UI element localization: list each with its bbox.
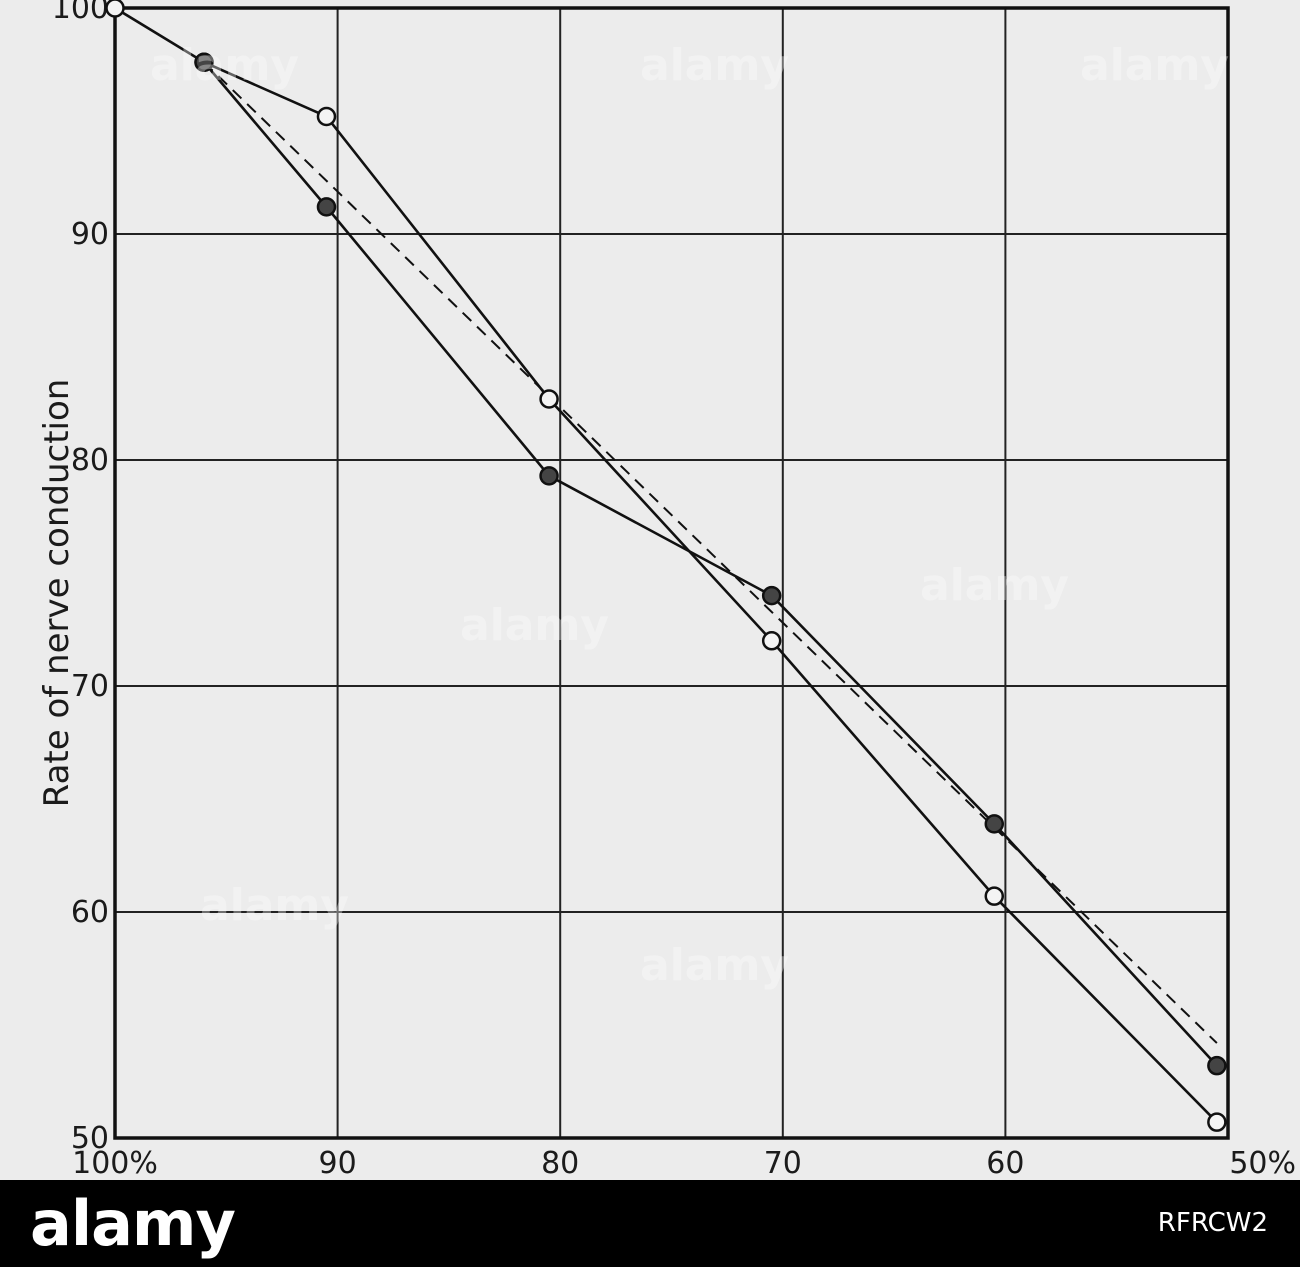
series-0-line — [114, 6, 1218, 1124]
series-1-point-2 — [539, 466, 559, 486]
series-0-point-3 — [539, 389, 559, 409]
y-tick-label-0: 100 — [52, 0, 109, 26]
y-tick-label-2: 80 — [71, 443, 109, 478]
series-0-point-5 — [984, 886, 1005, 906]
x-tick-label-0: 100% — [72, 1146, 158, 1180]
series-1-point-3 — [761, 585, 782, 606]
y-axis-title: Rate of nerve conduction — [37, 379, 77, 808]
series-1-point-4 — [984, 814, 1005, 834]
x-tick-label-5: 50% — [1229, 1146, 1296, 1180]
series-0-point-6 — [1207, 1112, 1227, 1132]
plot-frame — [113, 6, 1230, 1140]
x-tick-label-1: 90 — [319, 1146, 357, 1180]
x-tick-label-3: 70 — [764, 1146, 802, 1180]
watermark-logo: alamy — [30, 1187, 236, 1260]
y-tick-label-4: 60 — [71, 895, 109, 930]
y-tick-label-5: 50 — [71, 1121, 109, 1156]
x-tick-label-4: 60 — [986, 1146, 1024, 1180]
chart-area: 100 90 80 70 60 50 100% 90 80 70 60 50% Rate of nerv… — [37, 0, 1296, 1180]
series-0-point-2 — [316, 106, 337, 127]
series-1-point-1 — [316, 197, 337, 217]
series-1-point-0 — [194, 52, 214, 72]
series-1-point-5 — [1207, 1055, 1227, 1076]
series-0-point-4 — [761, 631, 782, 651]
watermark-image-id: RFRCW2 — [1157, 1208, 1268, 1238]
watermark-bar: alamy RFRCW2 — [0, 1180, 1300, 1267]
x-tick-label-2: 80 — [541, 1146, 579, 1180]
y-tick-label-3: 70 — [71, 669, 109, 704]
series-1-line — [203, 61, 1218, 1067]
series-0-point-0 — [105, 0, 125, 18]
series-2-line — [203, 61, 1218, 1044]
y-tick-label-1: 90 — [71, 217, 109, 252]
